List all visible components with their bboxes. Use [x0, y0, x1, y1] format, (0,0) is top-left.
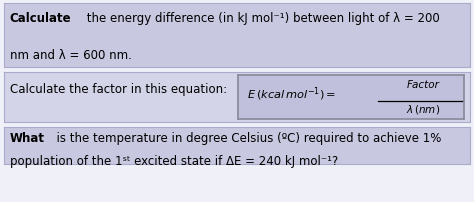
Text: population of the 1ˢᵗ excited state if ΔE = 240 kJ mol⁻¹?: population of the 1ˢᵗ excited state if Δ… [9, 154, 338, 167]
Text: the energy difference (in kJ mol⁻¹) between light of λ = 200: the energy difference (in kJ mol⁻¹) betw… [83, 12, 440, 25]
Text: Calculate: Calculate [9, 12, 71, 25]
Text: nm and λ = 600 nm.: nm and λ = 600 nm. [9, 48, 131, 61]
Text: Calculate the factor in this equation:: Calculate the factor in this equation: [9, 83, 227, 96]
Text: $E\,(\mathit{kcal\,mol}^{-1})=$: $E\,(\mathit{kcal\,mol}^{-1})=$ [247, 85, 337, 103]
Text: is the temperature in degree Celsius (ºC) required to achieve 1%: is the temperature in degree Celsius (ºC… [49, 132, 442, 145]
Text: $\lambda\,(nm)$: $\lambda\,(nm)$ [406, 103, 440, 116]
Text: Factor: Factor [407, 80, 440, 90]
Text: What: What [9, 132, 45, 145]
